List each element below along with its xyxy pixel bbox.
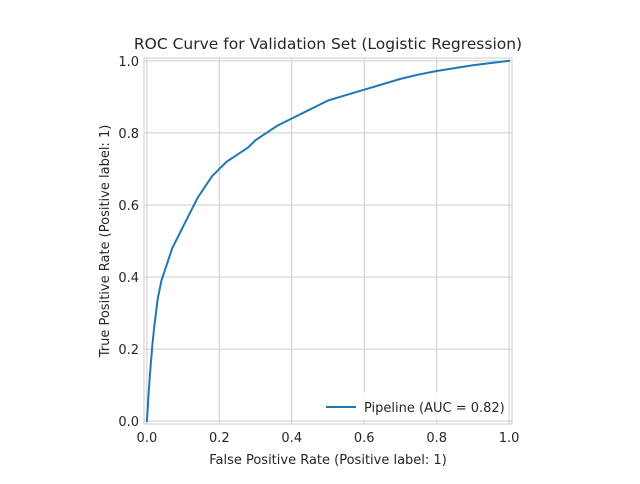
- y-tick-label: 1.0: [118, 55, 139, 70]
- x-tick-label: 1.0: [499, 431, 520, 446]
- y-tick-label: 0.0: [118, 415, 139, 430]
- y-tick-label: 0.6: [118, 199, 139, 214]
- y-axis-ticks: 0.0 0.2 0.4 0.6 0.8 1.0: [118, 55, 139, 430]
- y-tick-label: 0.8: [118, 127, 139, 142]
- x-tick-label: 0.4: [281, 431, 302, 446]
- y-axis-label: True Positive Rate (Positive label: 1): [98, 125, 113, 359]
- y-tick-label: 0.4: [118, 271, 139, 286]
- plot-frame: [143, 57, 513, 425]
- plot-area: [144, 58, 512, 424]
- x-axis-label: False Positive Rate (Positive label: 1): [209, 453, 447, 468]
- series-layer: [145, 59, 511, 423]
- legend: Pipeline (AUC = 0.82): [318, 392, 506, 420]
- x-tick-label: 0.8: [426, 431, 447, 446]
- x-tick-label: 0.2: [209, 431, 230, 446]
- x-axis-ticks: 0.0 0.2 0.4 0.6 0.8 1.0: [137, 431, 520, 446]
- y-tick-label: 0.2: [118, 343, 139, 358]
- chart-title: ROC Curve for Validation Set (Logistic R…: [134, 35, 522, 53]
- x-tick-label: 0.6: [354, 431, 375, 446]
- x-tick-label: 0.0: [137, 431, 158, 446]
- roc-curve-line: [145, 59, 511, 423]
- legend-label-pipeline: Pipeline (AUC = 0.82): [364, 401, 505, 416]
